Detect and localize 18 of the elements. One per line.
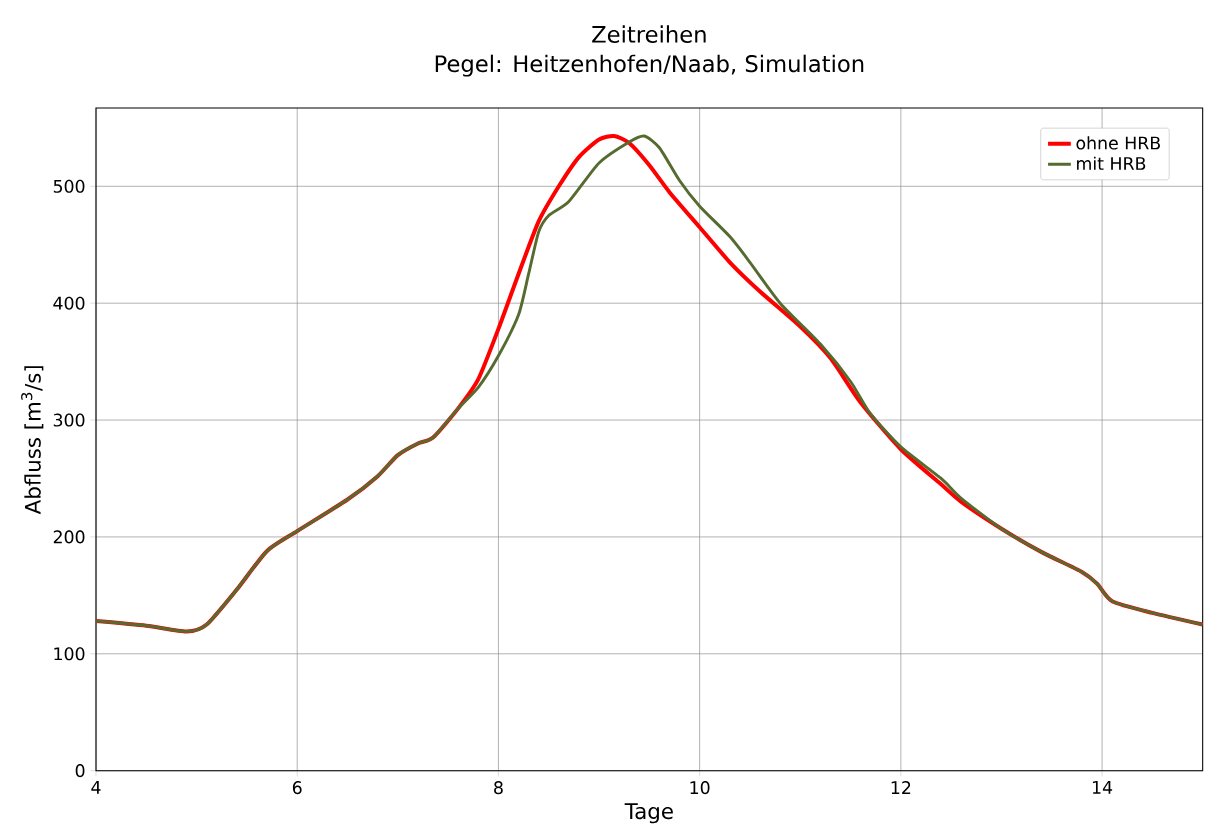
x-tick-label: 10 <box>690 781 710 795</box>
y-tick-label: 300 <box>53 413 85 427</box>
x-tick-label: 4 <box>91 781 101 794</box>
legend-label: mit HRB <box>1077 156 1146 170</box>
x-tick-label: 8 <box>494 781 503 795</box>
chart-title: Zeitreihen <box>592 25 706 43</box>
x-axis-title: Tage <box>624 803 673 824</box>
x-tick-label: 14 <box>1092 781 1113 794</box>
y-tick-label: 100 <box>54 647 85 661</box>
y-tick-label: 0 <box>75 764 85 778</box>
x-tick-label: 6 <box>292 781 302 795</box>
y-axis-title: Abfluss [m$^{3}$/s] <box>21 366 44 515</box>
x-tick-label: 12 <box>891 781 911 794</box>
y-tick-label: 400 <box>53 296 85 310</box>
legend-label: ohne HRB <box>1076 136 1160 150</box>
chart-subtitle: Pegel: Heitzenhofen/Naab, Simulation <box>435 54 864 77</box>
y-tick-label: 500 <box>53 179 85 193</box>
y-tick-label: 200 <box>53 530 85 544</box>
